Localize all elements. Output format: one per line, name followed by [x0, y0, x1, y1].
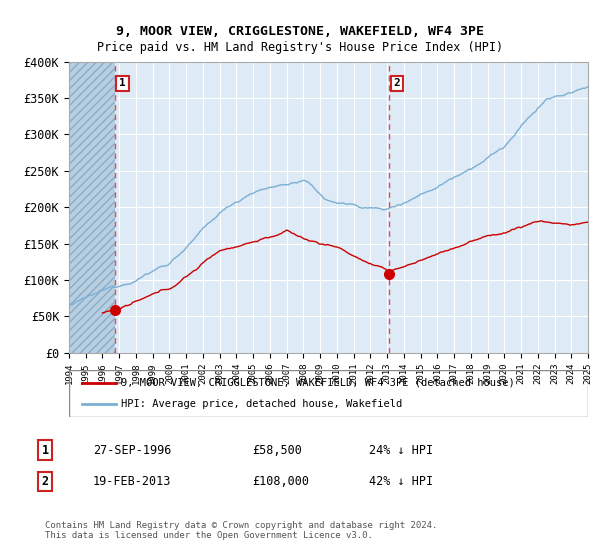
Text: £108,000: £108,000 — [252, 475, 309, 488]
Text: 42% ↓ HPI: 42% ↓ HPI — [369, 475, 433, 488]
Text: 27-SEP-1996: 27-SEP-1996 — [93, 444, 172, 457]
Text: 1: 1 — [119, 78, 126, 88]
Text: Contains HM Land Registry data © Crown copyright and database right 2024.
This d: Contains HM Land Registry data © Crown c… — [45, 521, 437, 540]
Bar — [69, 62, 115, 353]
Text: 19-FEB-2013: 19-FEB-2013 — [93, 475, 172, 488]
Text: £58,500: £58,500 — [252, 444, 302, 457]
Text: HPI: Average price, detached house, Wakefield: HPI: Average price, detached house, Wake… — [121, 399, 402, 409]
Text: 2: 2 — [41, 475, 49, 488]
Text: Price paid vs. HM Land Registry's House Price Index (HPI): Price paid vs. HM Land Registry's House … — [97, 41, 503, 54]
Text: 24% ↓ HPI: 24% ↓ HPI — [369, 444, 433, 457]
Text: 9, MOOR VIEW, CRIGGLESTONE, WAKEFIELD, WF4 3PE (detached house): 9, MOOR VIEW, CRIGGLESTONE, WAKEFIELD, W… — [121, 378, 515, 388]
Text: 9, MOOR VIEW, CRIGGLESTONE, WAKEFIELD, WF4 3PE: 9, MOOR VIEW, CRIGGLESTONE, WAKEFIELD, W… — [116, 25, 484, 38]
Text: 1: 1 — [41, 444, 49, 457]
Text: 2: 2 — [393, 78, 400, 88]
